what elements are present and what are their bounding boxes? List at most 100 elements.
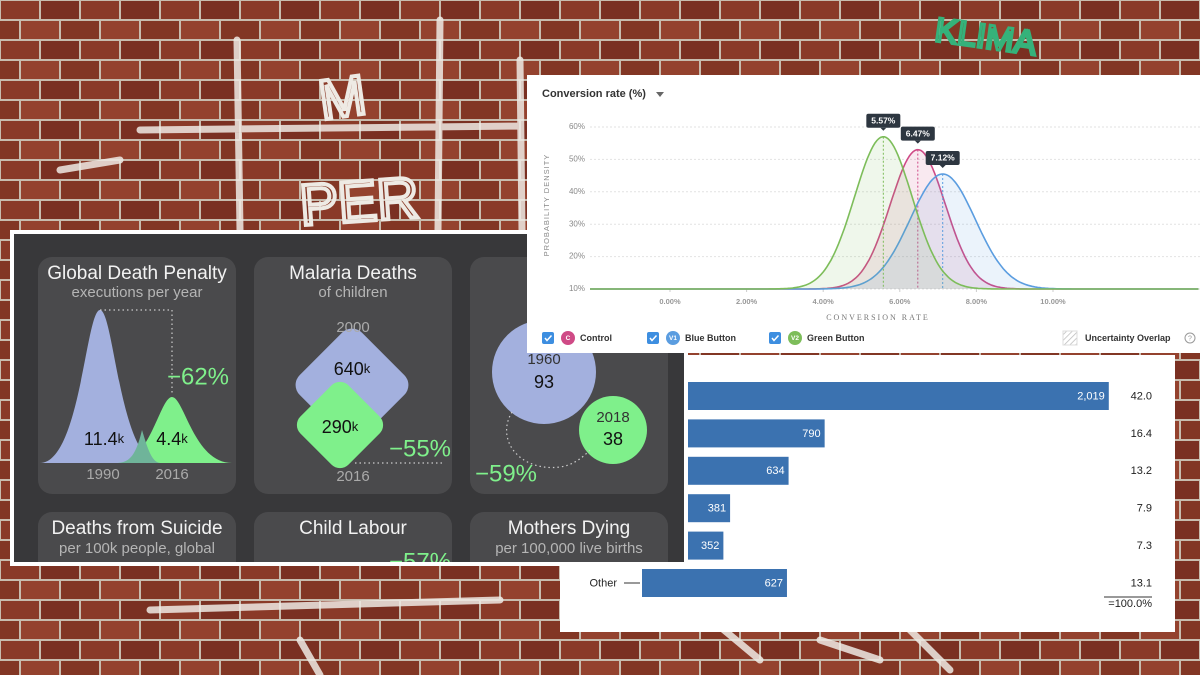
year-label: 2016 [155, 466, 188, 483]
density-area [590, 174, 1199, 289]
graffiti: M [315, 63, 370, 132]
change-label: −57% [389, 548, 451, 575]
change-label: −59% [475, 460, 537, 487]
legend-badge-text: V1 [669, 335, 677, 342]
legend-check [544, 334, 553, 342]
share-label: 42.0 [1131, 390, 1152, 402]
x-tick-label: 0.00% [659, 297, 681, 306]
mean-label-box [900, 126, 935, 141]
figure-value: 640 [334, 359, 364, 379]
x-tick-label: 4.00% [813, 297, 835, 306]
card-title: Malaria Deaths [289, 263, 417, 284]
category-label: Other [589, 577, 617, 589]
figure-value: 4.4 [156, 429, 181, 449]
y-tick-label: 50% [569, 155, 585, 164]
bar-value-label: 2,019 [1077, 390, 1105, 402]
bar-value-label: 352 [701, 540, 719, 552]
mean-label-pointer [939, 164, 946, 168]
y-axis-label: PROBABILITY DENSITY [542, 154, 551, 257]
chart-title[interactable]: Conversion rate (%) [542, 88, 646, 100]
x-tick-label: 8.00% [966, 297, 988, 306]
figure-value: 38 [603, 429, 623, 449]
legend-badge [561, 331, 575, 345]
figure-unit: k [118, 431, 125, 446]
y-tick-label: 20% [569, 252, 585, 261]
legend-checkbox[interactable] [769, 332, 781, 344]
share-label: 7.3 [1137, 540, 1152, 552]
legend-badge [666, 331, 680, 345]
density-area [590, 149, 1199, 289]
dropdown-arrow[interactable] [656, 92, 664, 97]
figure: 93 [534, 372, 554, 392]
card-subtitle: executions per year [72, 284, 203, 301]
legend-label[interactable]: Green Button [807, 333, 865, 343]
graffiti: PER [297, 165, 421, 238]
card-title: Mothers Dying [508, 518, 631, 539]
legend-badge-text: C [566, 335, 571, 342]
legend-badge [788, 331, 802, 345]
x-tick-label: 10.00% [1040, 297, 1066, 306]
x-axis-label: CONVERSION RATE [826, 313, 930, 322]
legend-label[interactable]: Blue Button [685, 333, 736, 343]
bar [642, 569, 787, 597]
year-label: 2018 [596, 409, 629, 426]
mean-label-box [866, 113, 901, 128]
legend-badge-text: V2 [791, 335, 799, 342]
card-title: Global Death Penalty [47, 263, 227, 284]
change-label: −62% [167, 363, 229, 390]
mean-label-box [925, 150, 960, 165]
legend-checkbox[interactable] [647, 332, 659, 344]
y-tick-label: 30% [569, 219, 585, 228]
bar-value-label: 381 [708, 503, 726, 515]
figure: 640k [334, 359, 371, 379]
mean-label: 5.57% [871, 115, 896, 125]
overlap-label: Uncertainty Overlap [1085, 333, 1171, 343]
share-label: 13.2 [1131, 465, 1152, 477]
change-label: −55% [389, 435, 451, 462]
density-curve [590, 136, 1199, 290]
mean-label-pointer [880, 127, 887, 131]
mean-label-pointer [914, 140, 921, 144]
year-label: 2000 [336, 319, 369, 336]
x-tick-label: 2.00% [736, 297, 758, 306]
help-text[interactable]: ? [1188, 335, 1192, 342]
card-subtitle: per 100,000 live births [495, 540, 643, 557]
y-tick-label: 10% [569, 284, 585, 293]
x-tick-label: 6.00% [889, 297, 911, 306]
figure-value: 290 [322, 417, 352, 437]
total-label: =100.0% [1108, 598, 1152, 610]
figure-unit: k [181, 431, 188, 446]
plot-area [590, 136, 1199, 290]
figure: 38 [603, 429, 623, 449]
share-label: 7.9 [1137, 503, 1152, 515]
year-label: 2016 [336, 468, 369, 485]
share-label: 16.4 [1131, 428, 1152, 440]
card-subtitle: of children [318, 284, 387, 301]
figure: 11.4k [84, 429, 125, 449]
bar-value-label: 790 [802, 428, 820, 440]
legend-check [649, 334, 658, 342]
figure-unit: k [352, 419, 359, 434]
bar [642, 382, 1109, 410]
density-area [590, 136, 1199, 289]
bar-value-label: 627 [765, 577, 783, 589]
y-tick-label: 40% [569, 187, 585, 196]
legend-label[interactable]: Control [580, 333, 612, 343]
graffiti-strokes [56, 16, 954, 675]
figure: 290k [322, 417, 359, 437]
year-label: 1960 [527, 351, 560, 368]
mean-label: 7.12% [931, 153, 956, 163]
help-icon[interactable] [1184, 332, 1196, 344]
share-label: 13.1 [1131, 577, 1152, 589]
card-subtitle: per 100k people, global [59, 540, 215, 557]
figure-value: 93 [534, 372, 554, 392]
legend-checkbox[interactable] [542, 332, 554, 344]
bar-value-label: 634 [766, 465, 784, 477]
card-title: Deaths from Suicide [51, 518, 222, 539]
year-label: 1990 [86, 466, 119, 483]
mean-label: 6.47% [906, 128, 931, 138]
figure: 4.4k [156, 429, 188, 449]
conversion-panel: Conversion rate (%) 10% 20% 30% 40% 50% 60% PRO… [527, 75, 1200, 353]
y-tick-label: 60% [569, 122, 585, 131]
